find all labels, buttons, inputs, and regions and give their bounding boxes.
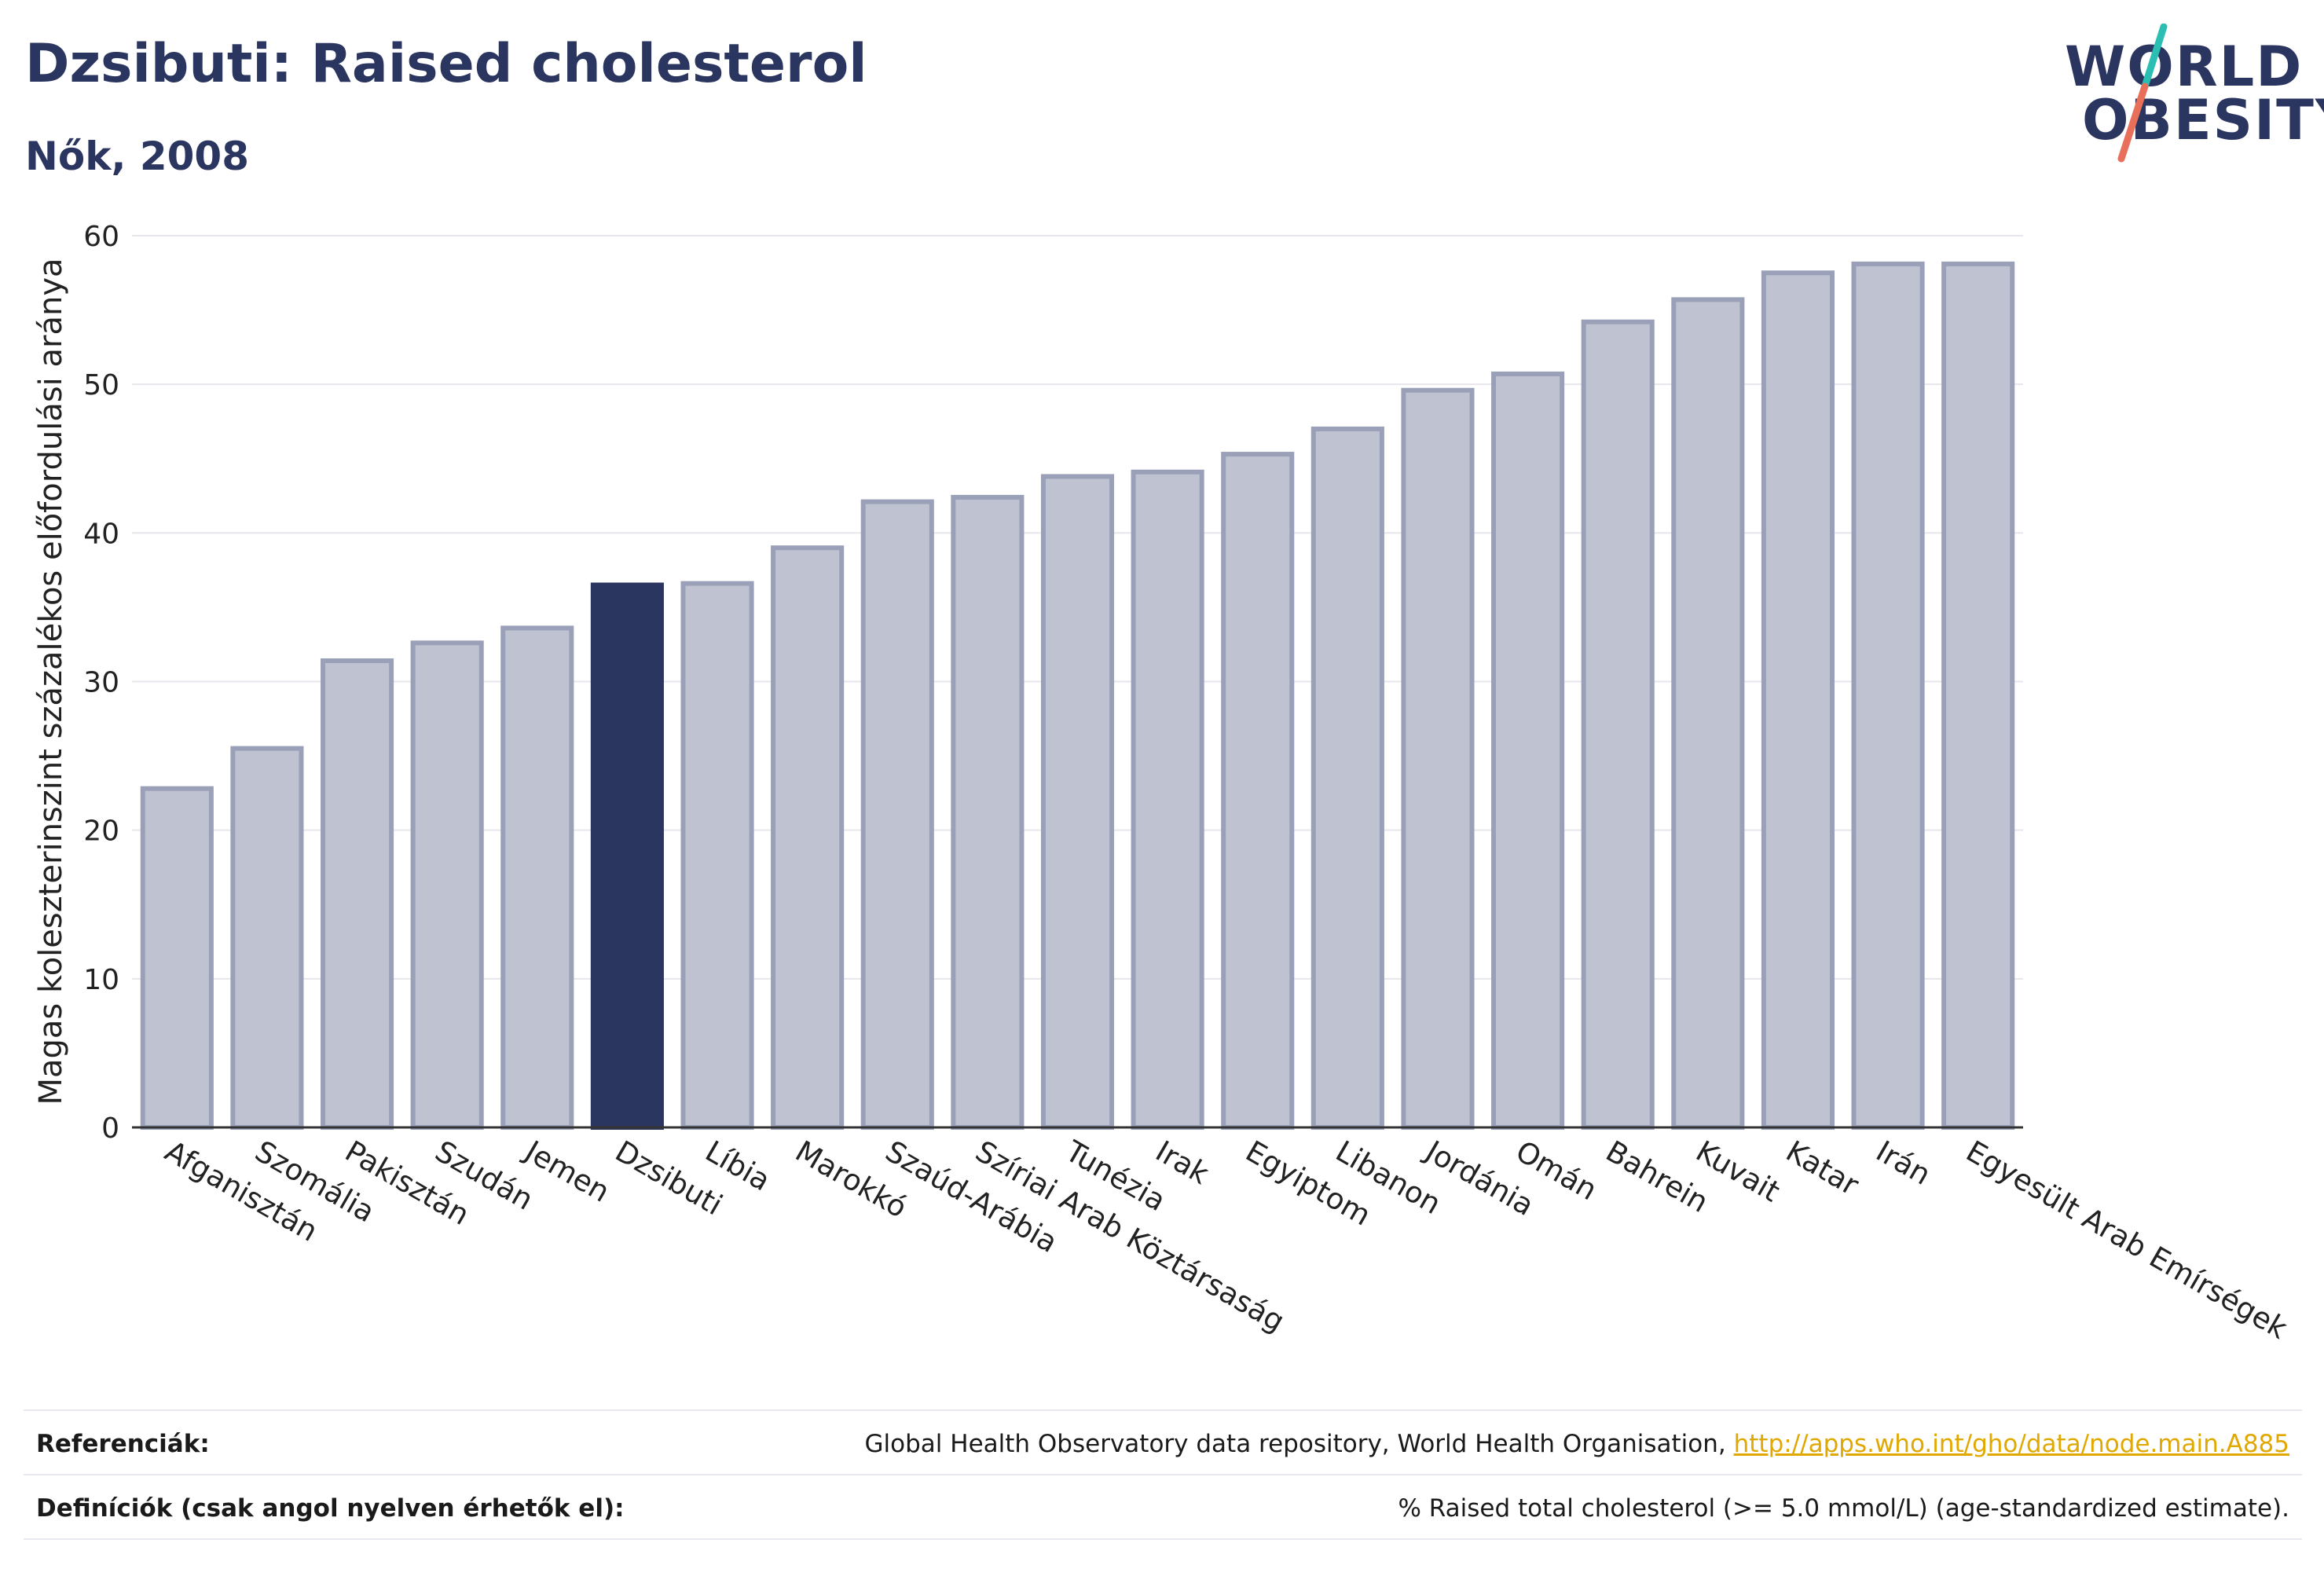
bar (680, 581, 754, 1130)
references-text: Global Health Observatory data repositor… (865, 1430, 2289, 1458)
bar-chart: 0 10 20 30 40 50 60 Magas koleszterinszint száz… (33, 221, 2293, 1346)
bar (500, 625, 574, 1130)
definitions-text: % Raised total cholesterol (>= 5.0 mmol/… (1398, 1494, 2289, 1523)
logo-line-1: WORLD (2065, 35, 2304, 99)
bar (140, 786, 214, 1130)
bar (951, 494, 1025, 1130)
references-link[interactable]: http://apps.who.int/gho/data/node.main.A… (1733, 1430, 2289, 1458)
y-tick-label: 10 (83, 964, 119, 996)
x-tick-label: Irán (1871, 1134, 1937, 1192)
bar (410, 640, 484, 1130)
x-tick-label: Katar (1780, 1134, 1865, 1203)
bar (1310, 426, 1384, 1130)
bar (1671, 297, 1745, 1130)
chart-subtitle: Nők, 2008 (25, 134, 250, 179)
definitions-label: Definíciók (csak angol nyelven érhetők e… (36, 1494, 625, 1523)
bar-highlight (590, 582, 664, 1130)
bar (1851, 261, 1925, 1131)
bar (860, 499, 934, 1130)
y-axis-label: Magas koleszterinszint százalékos előfor… (33, 258, 69, 1105)
bar (1401, 387, 1475, 1130)
logo-line-2: OBESITY (2082, 88, 2324, 152)
bar (1040, 474, 1115, 1130)
x-tick-label: Bahrein (1600, 1134, 1714, 1219)
bar (1131, 469, 1204, 1130)
bar (771, 545, 845, 1130)
x-tick-label: Egyesült Arab Emírségek (1960, 1134, 2293, 1346)
bar (1221, 452, 1295, 1130)
bar (1581, 319, 1655, 1130)
world-obesity-logo: WORLD OBESITY (2058, 24, 2324, 165)
y-tick-label: 30 (83, 667, 119, 699)
y-tick-label: 50 (83, 369, 119, 401)
bar (1941, 261, 2015, 1131)
logo-slash-icon (2117, 24, 2168, 163)
references-source: Global Health Observatory data repositor… (864, 1430, 1726, 1458)
references-label: Referenciák: (36, 1430, 210, 1458)
bar (1761, 270, 1835, 1131)
bar (320, 658, 394, 1130)
y-tick-label: 0 (101, 1112, 119, 1145)
bar (230, 746, 304, 1130)
references-row: Referenciák: Global Health Observatory d… (24, 1409, 2302, 1474)
bar (1491, 371, 1565, 1130)
definitions-row: Definíciók (csak angol nyelven érhetők e… (24, 1474, 2302, 1540)
y-tick-label: 40 (83, 518, 119, 550)
chart-title: Dzsibuti: Raised cholesterol (25, 33, 867, 95)
y-tick-label: 60 (83, 221, 119, 253)
y-tick-label: 20 (83, 815, 119, 848)
